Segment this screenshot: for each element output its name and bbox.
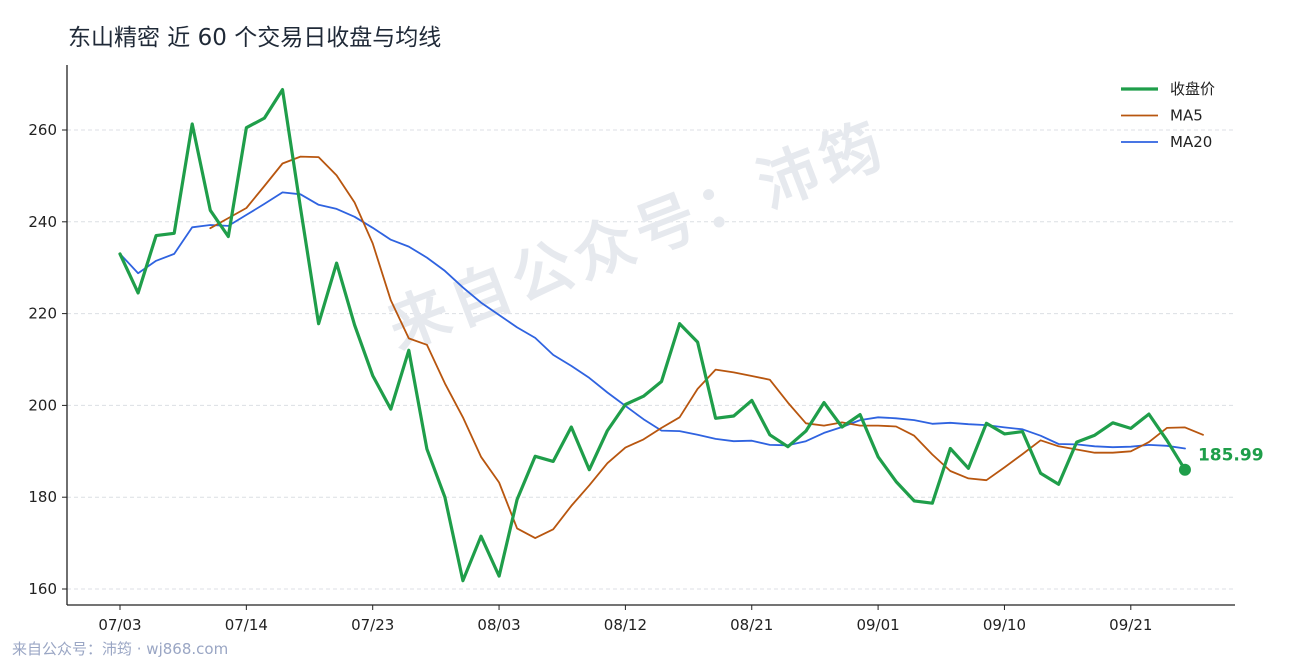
y-tick-label: 200 <box>28 396 57 414</box>
x-tick-label: 08/21 <box>730 616 773 634</box>
last-close-label: 185.99 <box>1198 446 1264 466</box>
last-close-point <box>1178 463 1191 476</box>
legend-label-ma5: MA5 <box>1170 107 1203 125</box>
y-tick-label: 180 <box>28 488 57 506</box>
chart-title: 东山精密 近 60 个交易日收盘与均线 <box>68 25 442 51</box>
x-tick-label: 07/14 <box>225 616 268 634</box>
y-tick-label: 160 <box>28 580 57 598</box>
y-tick-label: 260 <box>28 121 57 139</box>
legend: 收盘价 MA5 MA20 <box>1121 80 1215 151</box>
x-tick-label: 08/03 <box>477 616 520 634</box>
gridlines <box>67 129 1235 590</box>
x-tick-label: 08/12 <box>604 616 647 634</box>
x-tick-label: 09/01 <box>856 616 899 634</box>
series-lines: 185.99 <box>118 88 1264 583</box>
x-tick-label: 09/10 <box>983 616 1026 634</box>
y-tick-label: 220 <box>28 305 57 323</box>
x-tick-label: 07/23 <box>351 616 394 634</box>
x-tick-label: 07/03 <box>98 616 141 634</box>
footer-credit: 来自公众号：沛筠 · wj868.com <box>12 640 229 658</box>
legend-label-ma20: MA20 <box>1170 133 1212 151</box>
axes: 160 180 200 220 240 260 07/03 07/14 07/23 08/03 08… <box>28 65 1235 634</box>
y-tick-label: 240 <box>28 213 57 231</box>
legend-label-close-price: 收盘价 <box>1170 80 1215 98</box>
watermark-text: 来自公众号：沛筠 <box>379 109 897 364</box>
close-price-line <box>118 88 1187 583</box>
x-tick-label: 09/21 <box>1109 616 1152 634</box>
